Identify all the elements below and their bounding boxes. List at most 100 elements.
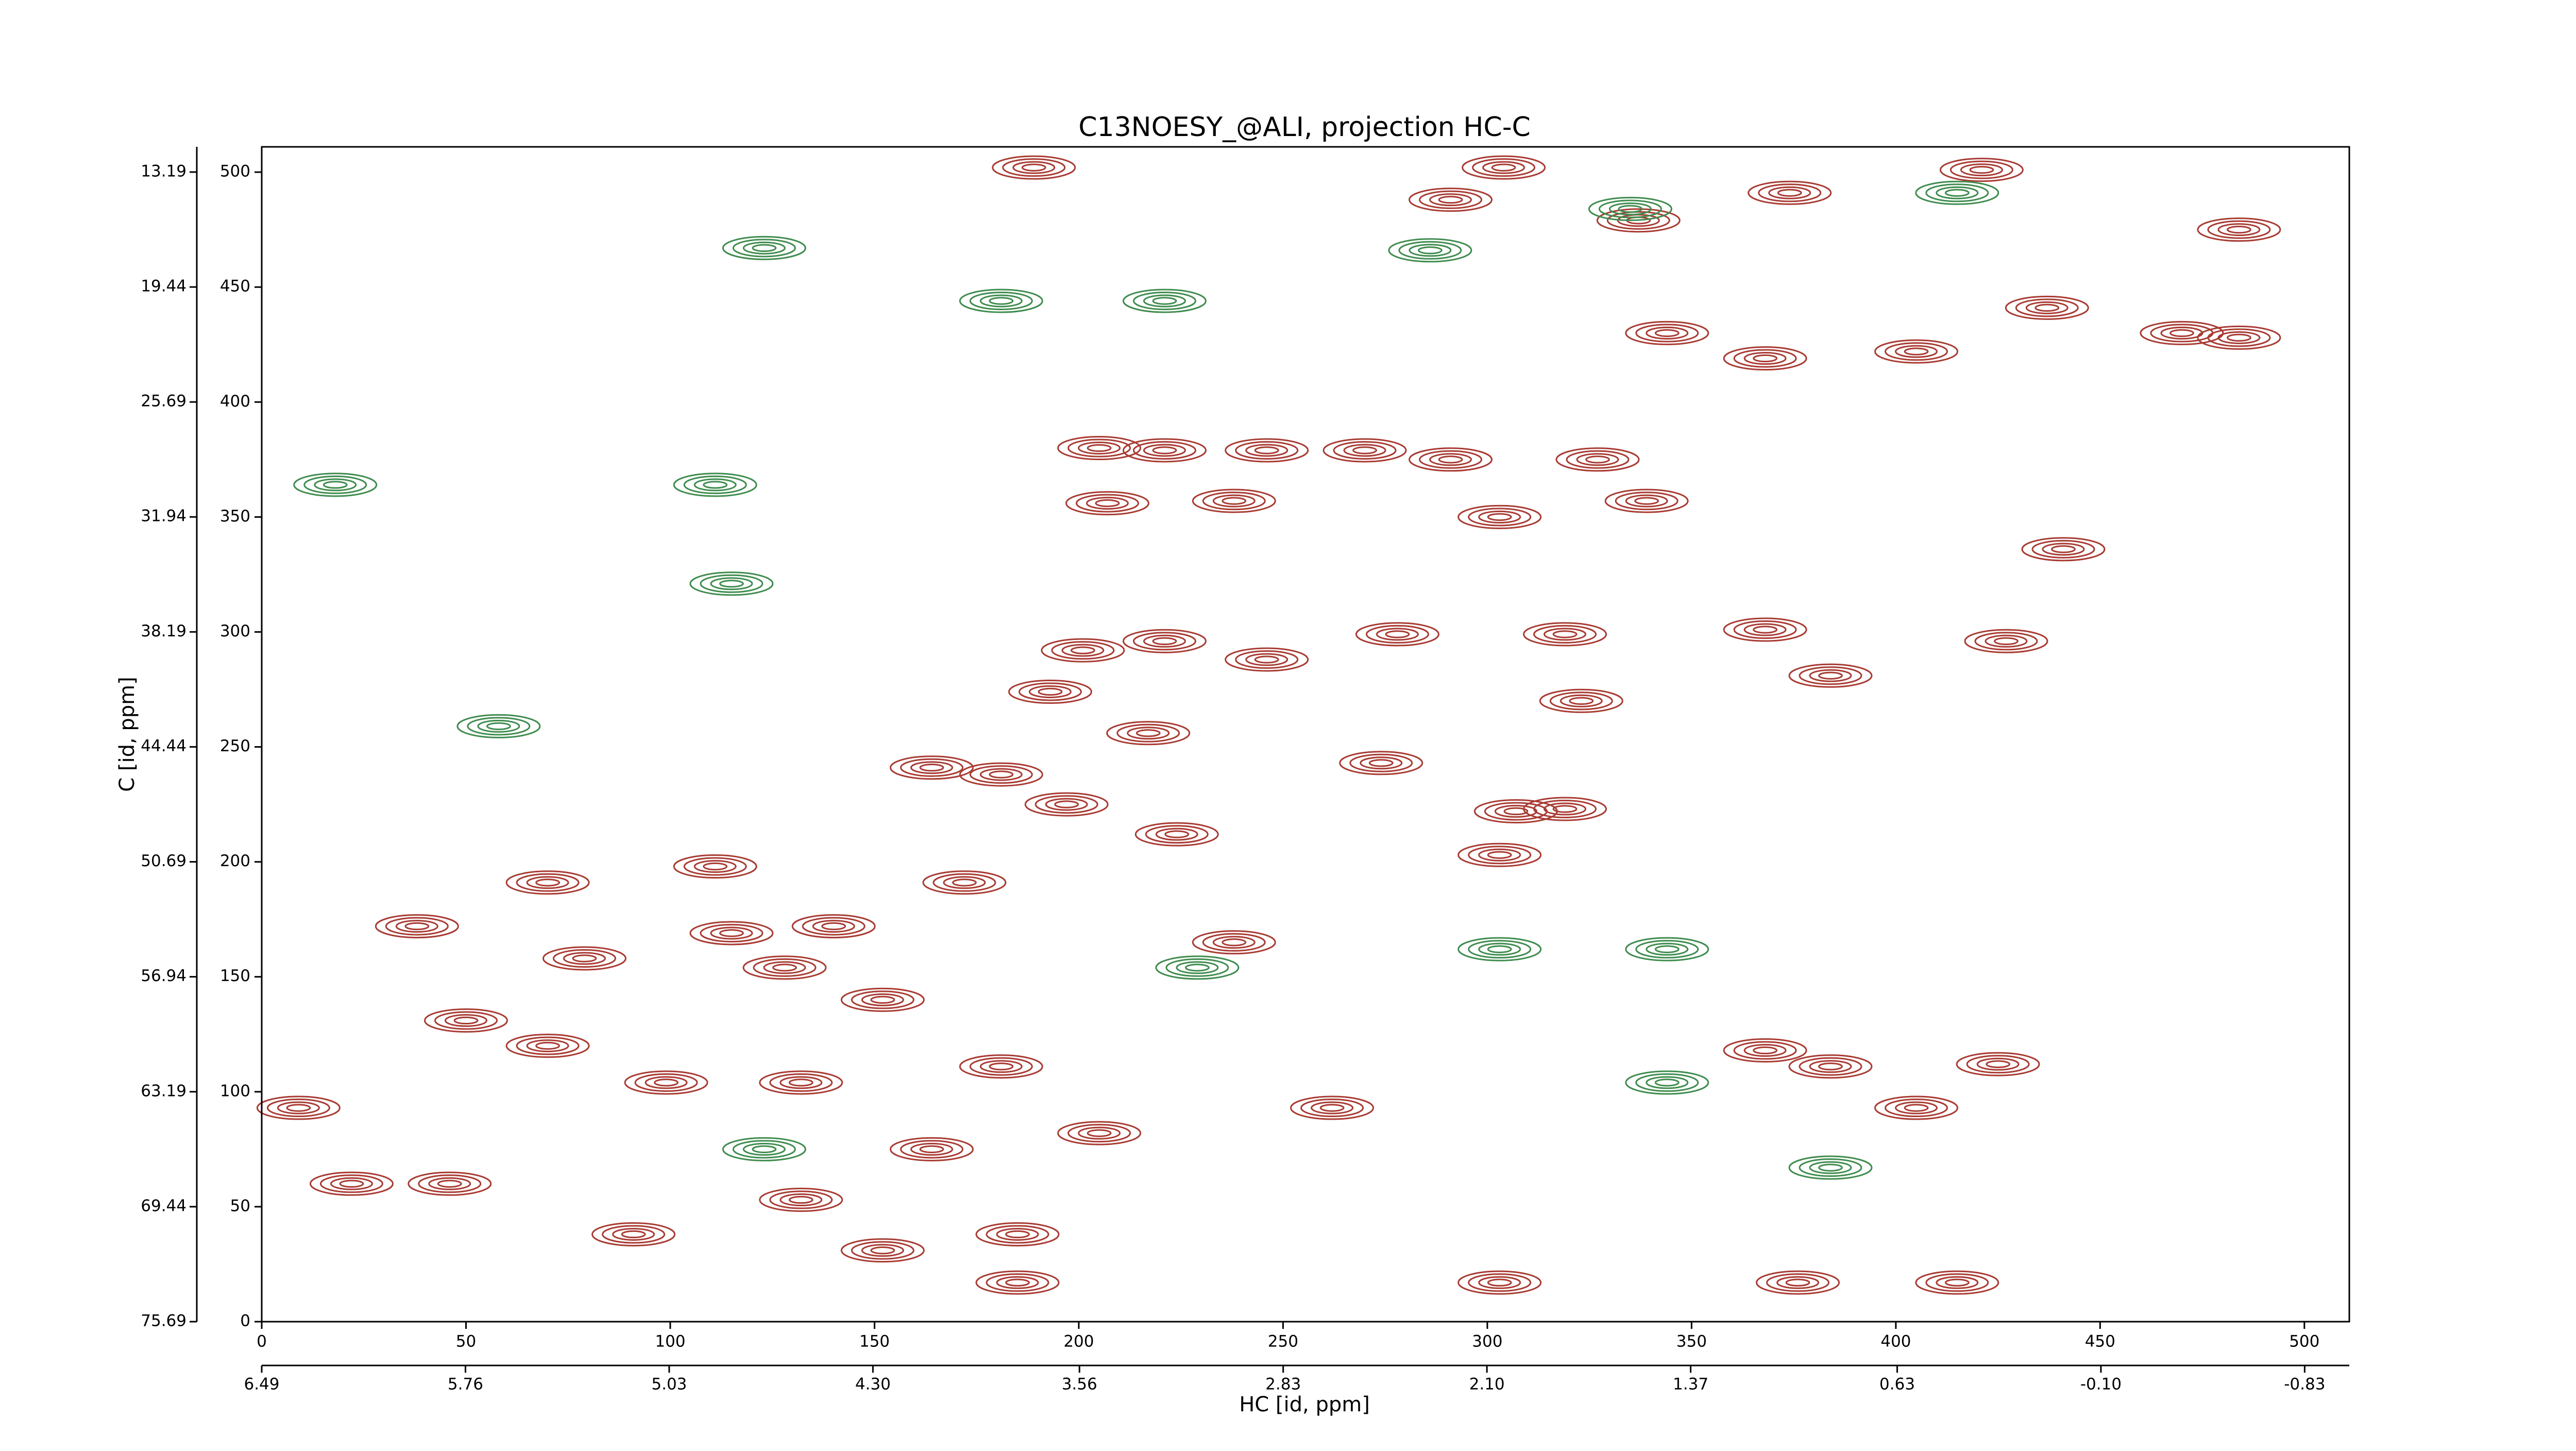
- contour-ring: [979, 294, 1023, 308]
- contour-ring: [1176, 961, 1219, 974]
- contour-ring: [1051, 641, 1115, 660]
- peak: [1323, 438, 1407, 463]
- contour-ring: [1944, 1278, 1970, 1287]
- contour-ring: [1429, 193, 1472, 207]
- contour-ring: [732, 239, 796, 258]
- contour-ring: [1355, 622, 1439, 647]
- contour-ring: [1127, 727, 1170, 740]
- contour-ring: [943, 876, 986, 889]
- peak: [408, 1171, 492, 1196]
- contour-ring: [434, 1011, 498, 1030]
- contour-ring: [742, 1142, 786, 1156]
- contour-ring: [1057, 436, 1142, 461]
- contour-ring: [710, 926, 753, 940]
- contour-ring: [779, 1076, 823, 1089]
- contour-ring: [1005, 1278, 1030, 1287]
- peak: [375, 914, 459, 939]
- x2-tick-label: 6.49: [244, 1375, 279, 1394]
- contour-ring: [1222, 497, 1247, 505]
- contour-ring: [910, 761, 953, 774]
- y-axis-label: C [id, ppm]: [115, 677, 139, 792]
- contour-ring: [1122, 438, 1207, 463]
- contour-ring: [1523, 797, 1607, 821]
- contour-ring: [1788, 1155, 1873, 1180]
- contour-ring: [788, 1195, 814, 1204]
- plot-frame: [261, 146, 2350, 1323]
- y-tick-label: 400: [220, 392, 250, 411]
- contour-ring: [1884, 342, 1948, 361]
- contour-ring: [1368, 759, 1394, 767]
- contour-ring: [1756, 1270, 1840, 1295]
- contour-ring: [2207, 220, 2271, 239]
- contour-ring: [1468, 846, 1532, 865]
- contour-ring: [1544, 628, 1587, 641]
- contour-ring: [418, 1174, 482, 1193]
- contour-ring: [516, 1036, 580, 1055]
- contour-ring: [437, 1179, 462, 1188]
- y-tick-label: 350: [220, 507, 250, 526]
- contour-ring: [1002, 158, 1066, 177]
- contour-ring: [1733, 349, 1797, 368]
- contour-ring: [689, 571, 774, 596]
- peak: [505, 870, 590, 895]
- contour-ring: [1145, 825, 1209, 844]
- contour-ring: [526, 1039, 569, 1053]
- peak: [256, 1095, 341, 1120]
- contour-ring: [989, 1062, 1014, 1071]
- contour-ring: [753, 958, 817, 977]
- contour-ring: [1974, 632, 2038, 651]
- contour-ring: [1462, 155, 1546, 180]
- contour-ring: [1799, 1158, 1862, 1177]
- peak: [1458, 937, 1542, 961]
- contour-ring: [1478, 510, 1521, 524]
- peak: [1192, 930, 1276, 955]
- contour-ring: [654, 1078, 679, 1087]
- contour-ring: [1300, 1099, 1364, 1118]
- contour-ring: [1165, 958, 1229, 977]
- contour-ring: [821, 922, 846, 931]
- y2-tick-label: 75.69: [141, 1312, 187, 1330]
- y2-tick-label: 25.69: [141, 392, 187, 411]
- contour-ring: [1152, 637, 1177, 645]
- peak: [759, 1070, 843, 1095]
- contour-ring: [477, 719, 520, 733]
- contour-ring: [1254, 655, 1279, 664]
- contour-ring: [1438, 455, 1463, 464]
- contour-ring: [2217, 331, 2261, 344]
- contour-ring: [1075, 494, 1139, 513]
- contour-ring: [851, 1241, 914, 1260]
- contour-ring: [1225, 647, 1309, 672]
- contour-ring: [453, 1016, 479, 1025]
- contour-ring: [1904, 1104, 1929, 1112]
- contour-ring: [763, 961, 806, 974]
- contour-ring: [1122, 289, 1207, 313]
- contour-ring: [870, 1246, 895, 1255]
- peak: [542, 946, 626, 971]
- contour-ring: [992, 155, 1076, 180]
- contour-ring: [922, 870, 1007, 895]
- contour-ring: [900, 758, 963, 777]
- contour-ring: [1061, 644, 1105, 657]
- contour-ring: [2169, 329, 2194, 338]
- contour-ring: [791, 914, 876, 939]
- contour-ring: [703, 481, 728, 489]
- peak: [423, 1008, 508, 1033]
- contour-ring: [1733, 620, 1797, 639]
- contour-ring: [1323, 438, 1407, 463]
- contour-ring: [1494, 804, 1537, 818]
- contour-ring: [986, 1225, 1049, 1244]
- contour-ring: [1753, 626, 1777, 634]
- contour-ring: [645, 1076, 688, 1089]
- y-tick-label: 50: [230, 1196, 250, 1215]
- contour-ring: [2207, 328, 2271, 347]
- contour-ring: [1388, 238, 1472, 263]
- peak: [1939, 158, 2024, 182]
- x2-tick-label: 0.63: [1879, 1375, 1915, 1394]
- y-tick-label: 100: [220, 1082, 250, 1100]
- x-tick-label: 500: [2289, 1332, 2319, 1351]
- peak: [1458, 504, 1542, 529]
- contour-ring: [889, 755, 974, 780]
- contour-ring: [1012, 161, 1056, 174]
- contour-ring: [1487, 513, 1512, 521]
